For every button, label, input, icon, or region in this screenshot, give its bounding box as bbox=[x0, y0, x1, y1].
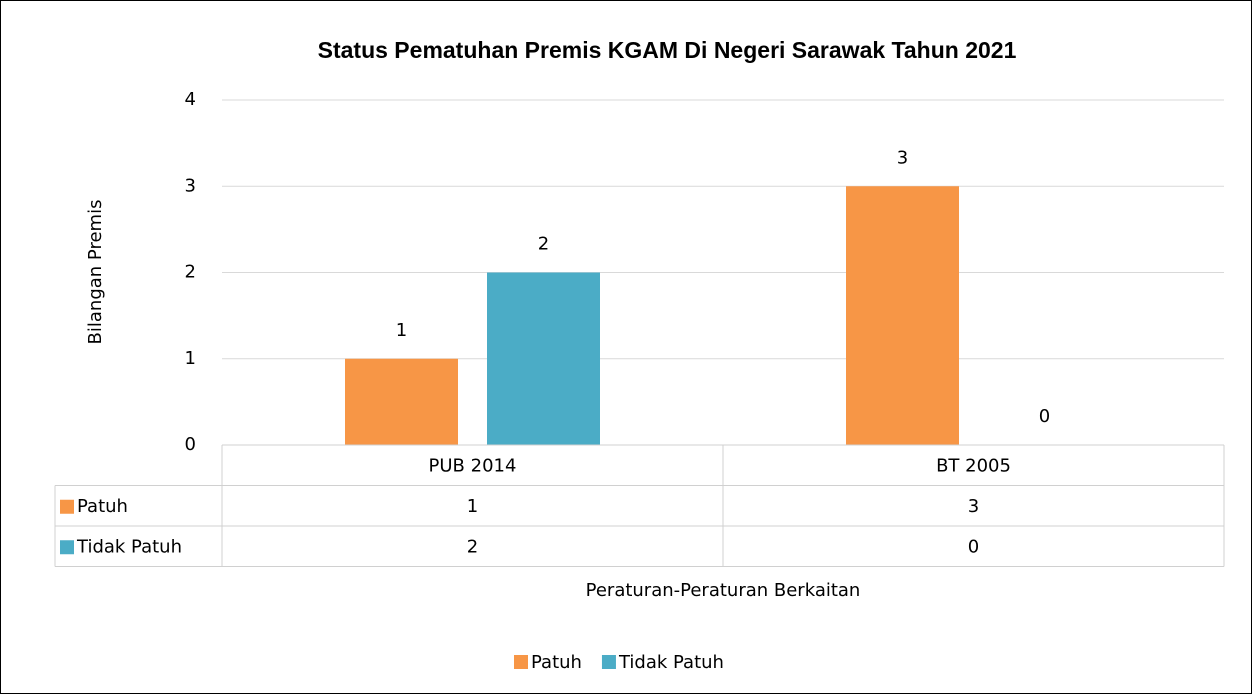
table-row-label: Patuh bbox=[77, 496, 128, 517]
x-tick-label: PUB 2014 bbox=[429, 455, 517, 476]
table-legend-key bbox=[60, 499, 74, 514]
y-tick-label: 3 bbox=[185, 175, 196, 196]
y-axis-title: Bilangan Premis bbox=[85, 200, 106, 345]
x-axis-title: Peraturan-Peraturan Berkaitan bbox=[586, 580, 861, 601]
table-cell: 0 bbox=[968, 536, 979, 557]
table-legend-key bbox=[60, 540, 74, 555]
y-tick-label: 2 bbox=[185, 262, 196, 283]
legend-label: Patuh bbox=[531, 652, 582, 673]
table-cell: 1 bbox=[467, 496, 478, 517]
table-row-label: Tidak Patuh bbox=[76, 536, 182, 557]
y-tick-label: 4 bbox=[185, 89, 196, 110]
data-label: 0 bbox=[1039, 406, 1050, 427]
legend-label: Tidak Patuh bbox=[618, 652, 724, 673]
bar bbox=[345, 358, 458, 445]
data-label: 2 bbox=[538, 234, 549, 255]
legend-key bbox=[601, 655, 616, 669]
x-tick-label: BT 2005 bbox=[936, 455, 1011, 476]
data-label: 1 bbox=[396, 320, 407, 341]
data-label: 3 bbox=[897, 147, 908, 168]
legend-key bbox=[514, 655, 528, 669]
y-tick-label: 0 bbox=[185, 434, 196, 455]
y-tick-label: 1 bbox=[185, 348, 196, 369]
table-cell: 2 bbox=[467, 536, 478, 557]
chart-title: Status Pematuhan Premis KGAM Di Negeri S… bbox=[318, 37, 1017, 63]
bar bbox=[846, 186, 959, 445]
table-cell: 3 bbox=[968, 496, 979, 517]
bar bbox=[487, 272, 600, 445]
